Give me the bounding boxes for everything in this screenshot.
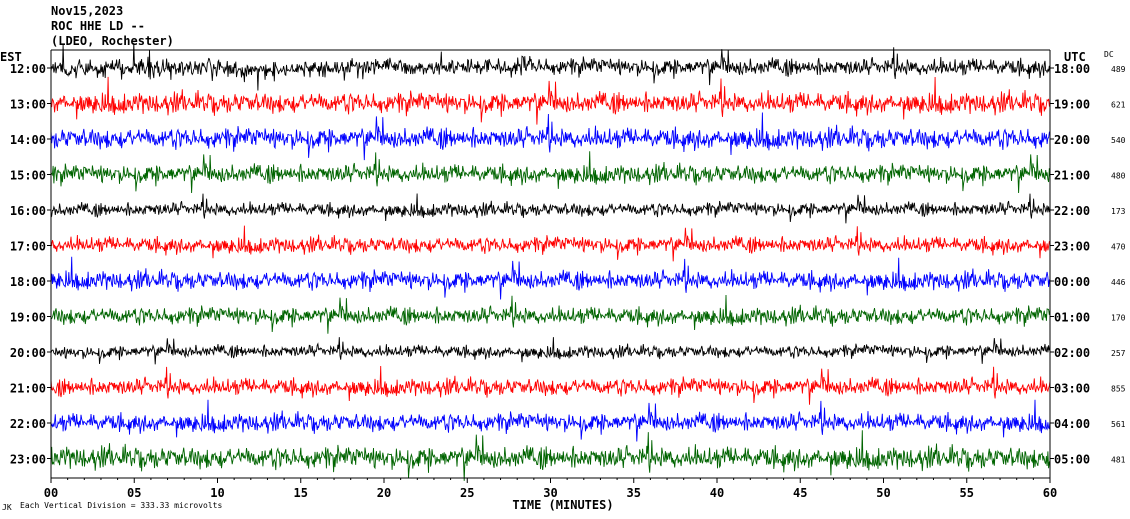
utc-hour-label: 01:00 [1054, 311, 1090, 325]
x-tick-label: 45 [793, 486, 807, 500]
dc-value-label: 170 [1111, 314, 1126, 323]
trace-row-4 [50, 151, 1051, 194]
est-hour-label: 16:00 [10, 204, 46, 218]
est-hour-label: 12:00 [10, 62, 46, 76]
est-hour-label: 23:00 [10, 453, 46, 467]
est-hour-label: 22:00 [10, 417, 46, 431]
x-tick-label: 30 [543, 486, 557, 500]
dc-value-label: 446 [1111, 278, 1126, 287]
utc-hour-label: 18:00 [1054, 62, 1090, 76]
dc-value-label: 621 [1111, 101, 1126, 110]
trace-row-9 [50, 337, 1051, 365]
utc-hour-label: 19:00 [1054, 98, 1090, 112]
x-tick-label: 60 [1043, 486, 1057, 500]
x-axis-title: TIME (MINUTES) [512, 498, 613, 512]
trace-row-2 [50, 76, 1051, 125]
trace-row-5 [50, 193, 1051, 224]
trace-row-12 [50, 430, 1051, 481]
dc-value-label: 480 [1111, 172, 1126, 181]
trace-row-1 [50, 42, 1051, 91]
trace-row-6 [50, 225, 1051, 262]
utc-hour-label: 22:00 [1054, 204, 1090, 218]
dc-value-label: 540 [1111, 136, 1126, 145]
dc-value-label: 489 [1111, 65, 1126, 74]
x-tick-label: 55 [960, 486, 974, 500]
utc-axis-title: UTC [1064, 50, 1086, 64]
utc-hour-label: 23:00 [1054, 240, 1090, 254]
trace-row-7 [50, 256, 1051, 300]
footer-mark: JK [2, 503, 12, 512]
axis-labels: 12:00 18:00 489 13:00 19:00 621 14:00 20:00 540 1… [0, 50, 1126, 512]
utc-hour-label: 03:00 [1054, 382, 1090, 396]
utc-hour-label: 00:00 [1054, 275, 1090, 289]
dc-value-label: 481 [1111, 456, 1126, 465]
x-tick-label: 40 [710, 486, 724, 500]
x-tick-label: 35 [627, 486, 641, 500]
dc-value-label: 257 [1111, 349, 1126, 358]
network-label: (LDEO, Rochester) [51, 34, 174, 48]
x-tick-label: 05 [127, 486, 141, 500]
x-tick-label: 50 [876, 486, 890, 500]
trace-row-3 [50, 112, 1051, 161]
utc-hour-label: 02:00 [1054, 346, 1090, 360]
est-hour-label: 17:00 [10, 240, 46, 254]
x-tick-label: 15 [294, 486, 308, 500]
est-axis-title: EST [0, 50, 22, 64]
dc-column-title: DC [1104, 50, 1114, 59]
trace-row-8 [51, 294, 1051, 334]
dc-value-label: 173 [1111, 207, 1126, 216]
est-hour-label: 21:00 [10, 382, 46, 396]
est-hour-label: 14:00 [10, 133, 46, 147]
est-hour-label: 15:00 [10, 169, 46, 183]
utc-hour-label: 20:00 [1054, 133, 1090, 147]
dc-value-label: 855 [1111, 385, 1126, 394]
dc-value-label: 561 [1111, 420, 1126, 429]
footer-scale-note: Each Vertical Division = 333.33 microvol… [20, 501, 223, 510]
seismic-traces [50, 42, 1051, 481]
utc-hour-label: 04:00 [1054, 417, 1090, 431]
x-tick-label: 00 [44, 486, 58, 500]
x-tick-label: 20 [377, 486, 391, 500]
x-tick-label: 25 [460, 486, 474, 500]
est-hour-label: 19:00 [10, 311, 46, 325]
station-label: ROC HHE LD -- [51, 19, 145, 33]
est-hour-label: 18:00 [10, 275, 46, 289]
utc-hour-label: 21:00 [1054, 169, 1090, 183]
dc-value-label: 470 [1111, 243, 1126, 252]
utc-hour-label: 05:00 [1054, 453, 1090, 467]
x-tick-label: 10 [210, 486, 224, 500]
chart-frame [47, 49, 1054, 483]
date-label: Nov15,2023 [51, 4, 124, 18]
trace-row-10 [50, 365, 1051, 405]
est-hour-label: 13:00 [10, 98, 46, 112]
trace-row-11 [50, 399, 1051, 442]
est-hour-label: 20:00 [10, 346, 46, 360]
